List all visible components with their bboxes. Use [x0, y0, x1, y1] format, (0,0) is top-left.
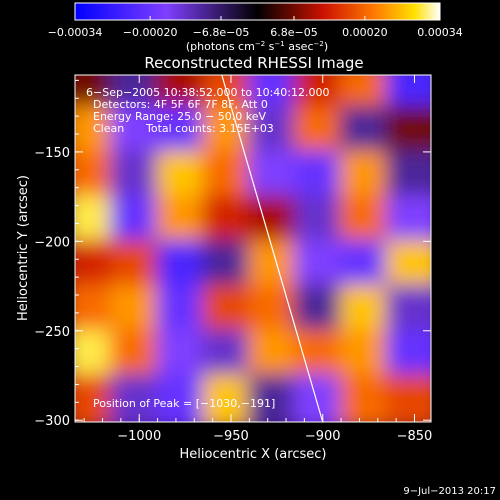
- y-tick-label: −150: [34, 146, 70, 161]
- image-area: [75, 75, 431, 422]
- info-counts: Total counts: 3.15E+03: [145, 122, 274, 135]
- heatmap-cells: [75, 75, 431, 422]
- plot-frame: [74, 74, 432, 423]
- y-axis-label: Heliocentric Y (arcsec): [16, 175, 31, 321]
- chart-title: Reconstructed RHESSI Image: [144, 54, 363, 72]
- colorbar-units: (photons cm−2 s−1 asec−2): [186, 40, 328, 53]
- x-tick-label: −850: [397, 429, 433, 444]
- y-tick-label: −200: [34, 235, 70, 250]
- colorbar-tick-label: −6.8e−05: [193, 26, 250, 39]
- colorbar: −0.00034 −0.00020 −6.8e−05 6.8e−05 0.00020 0.…: [48, 2, 463, 53]
- colorbar-tick-label: 0.00020: [342, 26, 388, 39]
- info-block: 6−Sep−2005 10:38:52.000 to 10:40:12.000 …: [86, 86, 329, 410]
- colorbar-tick-label: 6.8e−05: [270, 26, 317, 39]
- info-detectors: Detectors: 4F 5F 6F 7F 8F, Att 0: [93, 98, 268, 111]
- colorbar-tick-label: 0.00034: [417, 26, 463, 39]
- info-clean: Clean: [93, 122, 124, 135]
- x-tick-label: −1000: [117, 429, 161, 444]
- y-axis: −300 −250 −200 −150: [34, 79, 431, 429]
- colorbar-tick-label: −0.00020: [123, 26, 178, 39]
- x-tick-label: −950: [213, 429, 249, 444]
- x-axis: −1000 −950 −900 −850: [83, 75, 433, 444]
- y-tick-label: −300: [34, 414, 70, 429]
- x-axis-label: Heliocentric X (arcsec): [180, 447, 327, 462]
- colorbar-tick-label: −0.00034: [48, 26, 103, 39]
- solar-limb-line: [221, 75, 324, 422]
- footer-timestamp: 9−Jul−2013 20:17: [403, 486, 496, 497]
- colorbar-gradient: [74, 2, 441, 21]
- y-tick-label: −250: [34, 325, 70, 340]
- colorbar-ticks: −0.00034 −0.00020 −6.8e−05 6.8e−05 0.00020 0.…: [48, 16, 463, 39]
- info-time: 6−Sep−2005 10:38:52.000 to 10:40:12.000: [86, 86, 329, 99]
- heatmap-cell: [385, 373, 431, 422]
- info-energy: Energy Range: 25.0 − 50.0 keV: [93, 110, 267, 123]
- peak-label: Position of Peak = [−1030,−191]: [93, 397, 275, 410]
- x-tick-label: −900: [305, 429, 341, 444]
